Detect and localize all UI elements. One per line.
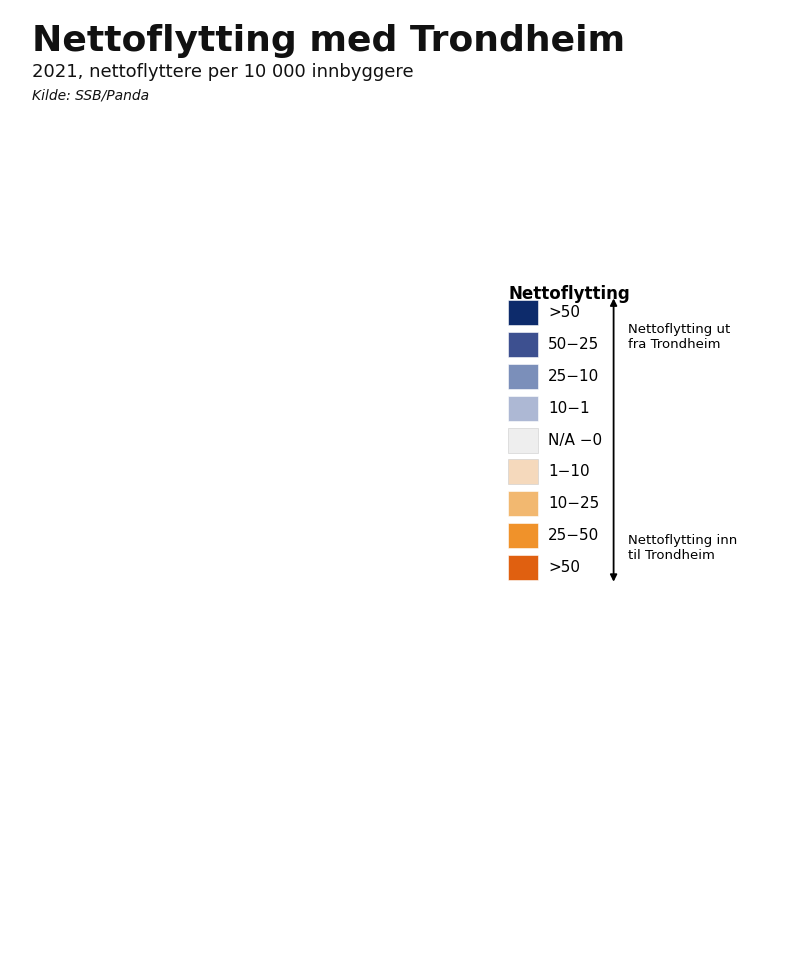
Text: 10−25: 10−25 bbox=[548, 496, 599, 511]
Text: >50: >50 bbox=[548, 560, 580, 575]
Text: Kilde: SSB/Panda: Kilde: SSB/Panda bbox=[32, 89, 149, 103]
Text: Nettoflytting med Trondheim: Nettoflytting med Trondheim bbox=[32, 24, 625, 58]
Text: >50: >50 bbox=[548, 305, 580, 321]
Text: Nettoflytting ut
fra Trondheim: Nettoflytting ut fra Trondheim bbox=[628, 323, 730, 351]
Text: N/A −0: N/A −0 bbox=[548, 432, 602, 448]
Text: Nettoflytting inn
til Trondheim: Nettoflytting inn til Trondheim bbox=[628, 534, 738, 562]
Text: 50−25: 50−25 bbox=[548, 337, 599, 352]
Text: 10−1: 10−1 bbox=[548, 401, 590, 416]
Text: 2021, nettoflyttere per 10 000 innbyggere: 2021, nettoflyttere per 10 000 innbygger… bbox=[32, 63, 414, 81]
Text: 1−10: 1−10 bbox=[548, 464, 590, 480]
Text: 25−50: 25−50 bbox=[548, 528, 599, 543]
Text: 25−10: 25−10 bbox=[548, 369, 599, 384]
Text: Nettoflytting: Nettoflytting bbox=[508, 285, 630, 303]
